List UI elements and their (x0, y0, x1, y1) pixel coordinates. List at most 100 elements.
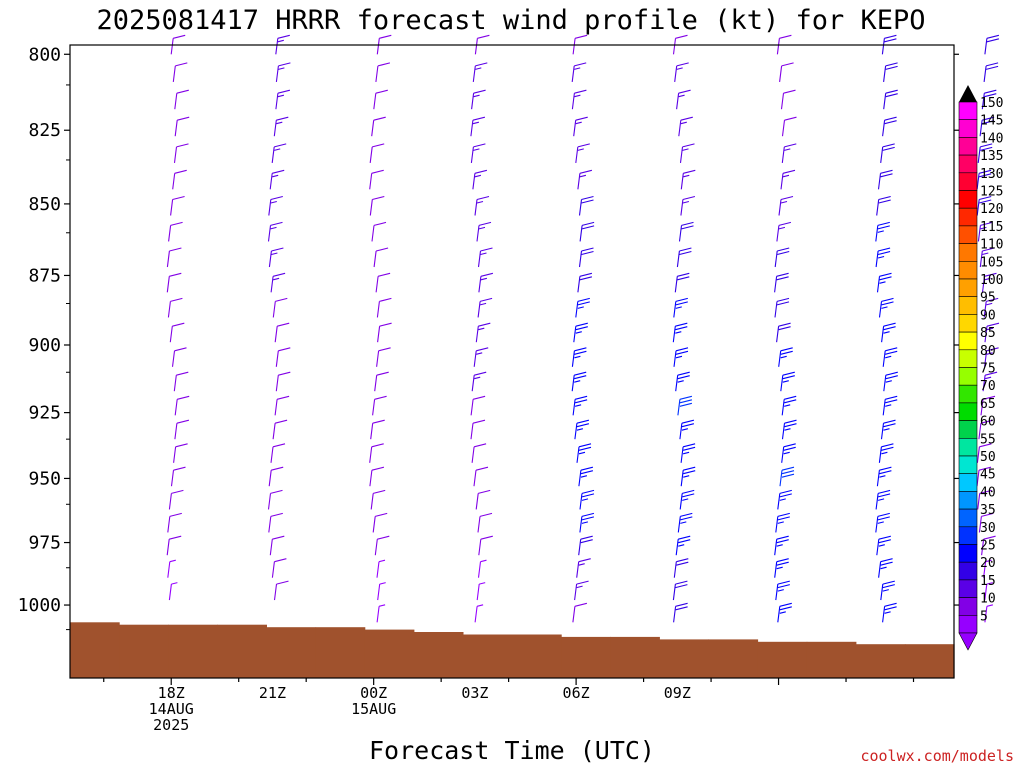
wind-barb (275, 89, 291, 110)
ground-step (904, 644, 955, 678)
colorbar-label: 75 (980, 362, 996, 377)
wind-barb (268, 195, 283, 216)
wind-barb (883, 89, 898, 110)
wind-barb (774, 272, 789, 293)
y-tick-label: 825 (28, 120, 61, 141)
colorbar-label: 135 (980, 149, 1003, 164)
x-tick-label: 14AUG (149, 700, 194, 718)
ground-step (610, 636, 660, 678)
wind-barb (875, 221, 890, 242)
wind-barb (370, 419, 385, 440)
colorbar-swatch (958, 384, 978, 404)
wind-barb (270, 443, 286, 463)
wind-barb (470, 116, 486, 137)
wind-barb (776, 221, 792, 242)
wind-barb (267, 489, 283, 510)
wind-barb (269, 169, 285, 190)
colorbar-label: 130 (980, 167, 1003, 182)
colorbar-swatch (958, 278, 978, 298)
wind-barb (478, 535, 493, 556)
wind-barb (679, 419, 695, 440)
colorbar-swatch (958, 491, 978, 510)
colorbar-label: 50 (980, 450, 996, 465)
wind-barb (576, 558, 591, 578)
wind-barb (369, 143, 385, 163)
wind-barb (376, 34, 392, 55)
wind-barb (373, 247, 389, 268)
x-tick-label: 00Z (360, 684, 387, 702)
wind-barb (781, 143, 797, 163)
y-tick-label: 900 (28, 335, 61, 356)
wind-barb (876, 272, 892, 293)
y-tick-label: 1000 (18, 595, 61, 616)
wind-barb (474, 195, 490, 216)
wind-barb (273, 580, 289, 601)
wind-barb (979, 247, 995, 268)
wind-barb (877, 169, 893, 190)
wind-barb (375, 62, 391, 82)
wind-barb (777, 602, 792, 623)
wind-barb (680, 443, 696, 463)
wind-barb (982, 371, 998, 392)
wind-barb (679, 143, 695, 163)
x-tick-label: 21Z (259, 684, 286, 702)
wind-barb (474, 34, 490, 55)
wind-barb (775, 512, 790, 533)
wind-barb (272, 297, 288, 318)
wind-barb (672, 322, 688, 343)
colorbar-swatch (958, 243, 978, 262)
colorbar-swatch (958, 137, 978, 156)
y-tick-label: 850 (28, 194, 61, 215)
wind-barb (880, 419, 896, 440)
wind-barb (774, 297, 790, 318)
wind-barb (170, 34, 186, 55)
wind-barb (883, 371, 898, 392)
wind-barb (976, 169, 992, 190)
colorbar-swatch (958, 225, 978, 244)
ground-layer (70, 622, 955, 678)
colorbar-label: 55 (980, 432, 996, 447)
wind-barb (571, 89, 587, 110)
wind-barb (470, 395, 486, 416)
colorbar-swatch (958, 207, 978, 227)
colorbar-label: 80 (980, 344, 996, 359)
wind-barb (476, 582, 486, 601)
ground-step (757, 641, 808, 678)
colorbar-swatch (958, 455, 978, 475)
wind-barb (579, 221, 595, 242)
wind-barb (372, 395, 387, 416)
ground-step (70, 622, 120, 678)
colorbar-label: 110 (980, 238, 1003, 253)
wind-barb (174, 89, 189, 110)
wind-barb (674, 62, 689, 82)
wind-barb (369, 169, 384, 190)
wind-barb (578, 466, 594, 487)
wind-barb (371, 221, 387, 242)
wind-barb (167, 559, 176, 578)
wind-barb (574, 419, 590, 440)
wind-barb (171, 347, 187, 367)
ground-step (217, 624, 267, 678)
wind-barb (369, 195, 385, 216)
wind-barb (680, 169, 696, 190)
wind-barb (476, 221, 492, 242)
wind-barb (174, 419, 190, 440)
wind-barb (470, 419, 486, 440)
colorbar-label: 30 (980, 521, 996, 536)
wind-barb (880, 580, 895, 601)
wind-barb (575, 297, 590, 318)
wind-barb (173, 143, 189, 163)
wind-barb (774, 558, 789, 578)
wind-barb (271, 558, 287, 578)
wind-barb (676, 89, 691, 110)
colorbar-label: 125 (980, 185, 1003, 200)
wind-barb (377, 582, 386, 601)
wind-barb (881, 34, 897, 55)
wind-barb (680, 466, 696, 487)
colorbar-swatch (958, 597, 978, 616)
wind-barb (172, 169, 187, 190)
wind-barb (672, 580, 688, 601)
ground-step (119, 624, 169, 678)
wind-barb (981, 535, 996, 556)
